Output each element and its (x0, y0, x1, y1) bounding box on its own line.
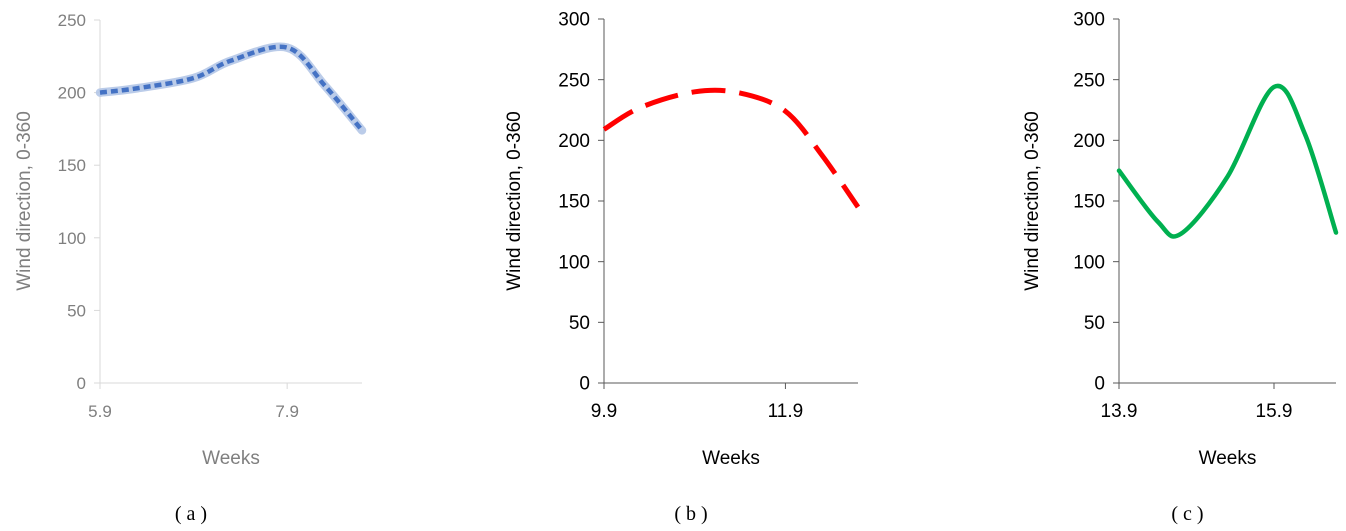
data-point (229, 59, 233, 63)
x-axis-title: Weeks (1199, 448, 1257, 469)
data-point (192, 76, 196, 80)
x-tick-label: 11.9 (768, 401, 804, 422)
y-tick-label: 100 (58, 229, 86, 248)
data-point (638, 106, 642, 110)
panel-label: ( c ) (1171, 503, 1203, 525)
data-point (285, 46, 289, 50)
y-tick-label: 150 (58, 156, 86, 175)
y-tick-label: 200 (58, 84, 86, 103)
data-point (98, 91, 102, 95)
data-point (738, 91, 742, 95)
series-line (99, 44, 364, 132)
y-tick-label: 150 (1073, 192, 1105, 213)
panel-label: ( a ) (175, 503, 207, 525)
data-point (360, 128, 364, 132)
y-tick-label: 150 (558, 192, 590, 213)
data-point (1272, 85, 1276, 89)
y-tick-label: 250 (558, 70, 590, 91)
y-tick-label: 100 (1073, 252, 1105, 273)
data-point (693, 90, 697, 94)
data-point (1334, 231, 1338, 235)
chart-panel-1: 0 50 100 150 200 250 300 9.9 11.9 Weeks Wind direc… (504, 10, 861, 525)
data-point (602, 127, 606, 131)
data-point (783, 109, 787, 113)
data-point (1117, 169, 1121, 173)
chart-panel-2: 0 50 100 150 200 250 300 13.9 15.9 Weeks Wind dire… (1022, 10, 1339, 525)
x-tick-label: 9.9 (591, 401, 617, 422)
data-point (323, 83, 327, 87)
y-tick-label: 200 (558, 131, 590, 152)
x-tick-label: 7.9 (275, 402, 299, 421)
data-point (1179, 232, 1183, 236)
y-axis-title: Wind direction, 0-360 (504, 111, 525, 291)
y-tick-label: 200 (1073, 131, 1105, 152)
data-point (820, 153, 824, 157)
x-tick-label: 13.9 (1101, 401, 1138, 422)
y-tick-label: 300 (558, 10, 590, 31)
data-point (856, 205, 860, 209)
chart-panel-0: 0 50 100 150 200 250 5.9 7.9 Weeks Wind direction… (14, 11, 367, 525)
x-tick-label: 15.9 (1256, 401, 1293, 422)
y-tick-label: 100 (558, 252, 590, 273)
y-tick-label: 250 (1073, 70, 1105, 91)
y-tick-label: 50 (67, 301, 86, 320)
y-tick-label: 250 (58, 11, 86, 30)
data-point (135, 86, 139, 90)
y-tick-label: 50 (1084, 313, 1105, 334)
y-tick-label: 0 (1094, 374, 1105, 395)
x-axis-title: Weeks (202, 448, 260, 469)
data-point (1156, 220, 1160, 224)
y-tick-label: 300 (1073, 10, 1105, 31)
data-point (1226, 175, 1230, 179)
y-tick-label: 0 (77, 374, 86, 393)
x-axis-title: Weeks (702, 448, 760, 469)
y-axis-title: Wind direction, 0-360 (1022, 111, 1043, 291)
x-tick-label: 5.9 (88, 402, 112, 421)
panel-label: ( b ) (674, 503, 707, 525)
series-line (602, 87, 861, 209)
y-axis-title: Wind direction, 0-360 (14, 111, 35, 291)
series-line (1116, 83, 1339, 239)
data-point (1303, 132, 1307, 136)
y-tick-label: 0 (579, 374, 590, 395)
y-tick-label: 50 (569, 313, 590, 334)
